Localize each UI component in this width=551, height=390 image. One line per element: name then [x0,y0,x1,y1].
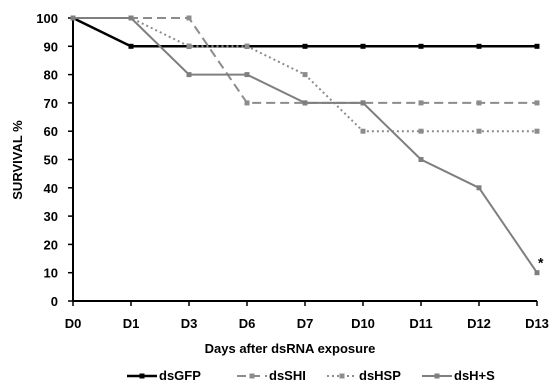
data-point [302,72,308,78]
data-point [360,128,366,134]
axes: 0 10 20 30 40 50 60 70 80 90 100 D0 D1 D3 D6 D7 D10 D11 D1… [36,11,549,331]
y-tick-label: 100 [36,11,58,26]
legend-label: dsHSP [359,368,401,383]
data-point [418,157,424,162]
legend-label: dsGFP [159,368,201,383]
series-dsHSP [70,15,540,134]
legend-label: dsH+S [454,368,495,383]
data-point [186,43,192,49]
data-point [302,43,308,49]
y-tick-label: 90 [44,39,58,54]
legend-label: dsSHI [269,368,306,383]
legend-item-dsH+S: dsH+S [422,368,495,383]
series-dsH+S [70,15,540,276]
x-tick-label: D6 [239,316,256,331]
data-point [476,185,482,191]
data-point [244,43,250,49]
x-tick-label: D1 [123,316,140,331]
data-point [534,128,540,134]
legend: dsGFP dsSHI dsHSP dsH+S [127,368,495,383]
legend-marker [249,373,255,379]
y-tick-label: 20 [44,237,58,252]
legend-marker [434,373,440,379]
significance-annotation: * [538,255,544,271]
x-tick-label: D13 [525,316,549,331]
legend-marker [139,373,145,379]
data-point [476,128,482,134]
x-axis-title: Days after dsRNA exposure [205,341,376,356]
y-tick-label: 40 [44,181,58,196]
legend-item-dsGFP: dsGFP [127,368,201,383]
series-line [72,16,537,48]
legend-item-dsSHI: dsSHI [237,368,306,383]
data-point [476,43,482,49]
data-point [534,270,540,276]
series-lines [70,15,540,276]
x-tick-label: D11 [409,316,432,331]
y-tick-label: 60 [44,124,58,139]
data-point [360,100,366,106]
series-line [73,17,537,104]
legend-item-dsHSP: dsHSP [327,368,401,383]
data-point [186,72,192,78]
y-tick-label: 50 [44,153,58,168]
data-point [302,100,308,106]
data-point [128,43,134,49]
data-point [128,15,134,21]
data-point [476,100,482,106]
y-tick-label: 10 [44,266,58,281]
series-line [73,17,538,274]
y-tick-label: 0 [51,294,58,309]
data-point [534,43,540,49]
data-point [418,128,424,134]
series-dsGFP [70,15,540,49]
x-tick-label: D12 [467,316,491,331]
y-tick-label: 30 [44,209,58,224]
data-point [186,15,192,21]
x-tick-label: D7 [297,316,314,331]
data-point [418,43,424,49]
data-point [534,100,540,106]
legend-marker [339,373,345,379]
data-point [244,100,250,106]
data-point [70,15,76,21]
y-axis-title: SURVIVAL % [10,120,25,200]
x-tick-label: D10 [351,316,375,331]
data-point [418,100,424,106]
x-tick-label: D3 [181,316,198,331]
data-point [244,72,250,78]
y-tick-label: 80 [44,68,58,83]
data-point [360,43,366,49]
y-tick-label: 70 [44,96,58,111]
x-tick-label: D0 [65,316,82,331]
